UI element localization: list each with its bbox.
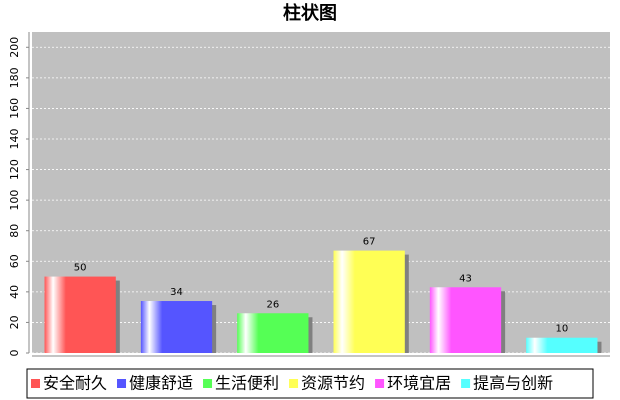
- legend-label: 生活便利: [215, 374, 279, 393]
- plot-area: [32, 32, 610, 353]
- y-tick-label: 80: [8, 224, 21, 238]
- y-tick-label: 120: [8, 159, 21, 180]
- legend-label: 资源节约: [301, 374, 365, 393]
- bar: [44, 276, 116, 353]
- value-label: 10: [555, 324, 568, 335]
- legend-label: 安全耐久: [43, 374, 107, 393]
- legend-label: 健康舒适: [129, 374, 193, 393]
- legend-swatch: [31, 379, 40, 388]
- value-label: 26: [266, 299, 279, 310]
- value-label: 67: [363, 237, 376, 248]
- bar: [526, 337, 598, 353]
- legend-swatch: [289, 379, 299, 388]
- y-tick-label: 0: [8, 350, 21, 357]
- legend-label: 提高与创新: [473, 374, 553, 393]
- y-tick-label: 140: [8, 129, 21, 150]
- chart-title: 柱状图: [283, 2, 337, 24]
- legend-swatch: [375, 379, 385, 388]
- y-tick-label: 100: [8, 190, 21, 211]
- legend-swatch: [203, 379, 213, 388]
- y-tick-label: 60: [8, 254, 21, 268]
- value-label: 43: [459, 273, 472, 284]
- bar: [429, 287, 502, 353]
- value-label: 34: [170, 287, 183, 298]
- bar: [333, 250, 405, 353]
- y-tick-label: 20: [8, 315, 21, 329]
- value-label: 50: [74, 263, 87, 274]
- y-tick-label: 180: [8, 67, 21, 88]
- bar: [237, 313, 309, 353]
- y-tick-label: 160: [8, 98, 21, 119]
- legend-swatch: [461, 379, 471, 388]
- bar: [140, 301, 213, 353]
- legend-swatch: [117, 379, 127, 388]
- legend-label: 环境宜居: [387, 374, 451, 393]
- y-tick-label: 40: [8, 285, 21, 299]
- y-tick-label: 200: [8, 37, 21, 58]
